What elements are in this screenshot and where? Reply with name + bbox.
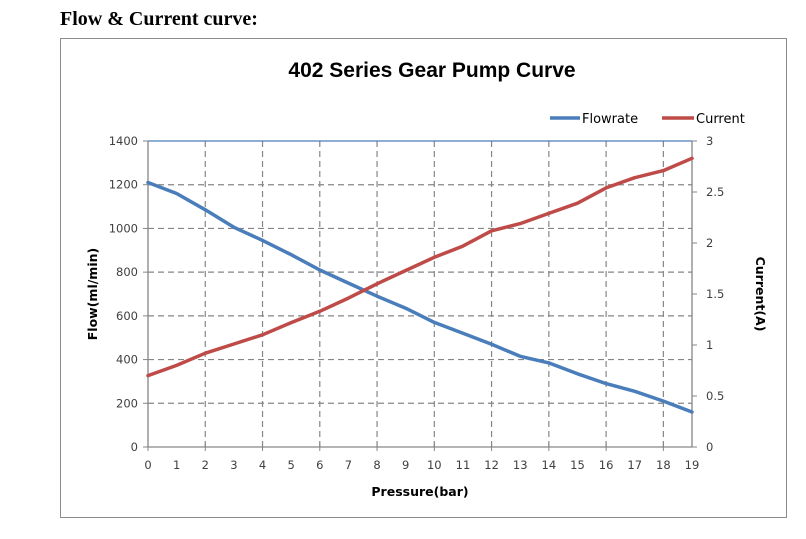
x-tick-label: 12 xyxy=(484,458,499,472)
x-tick-label: 11 xyxy=(456,458,471,472)
y-tick-label: 200 xyxy=(116,396,138,410)
y2-tick-label: 1.5 xyxy=(706,287,724,301)
x-tick-label: 19 xyxy=(685,458,700,472)
section-heading: Flow & Current curve: xyxy=(60,8,258,30)
x-axis-label: Pressure(bar) xyxy=(371,484,468,499)
x-tick-label: 6 xyxy=(316,458,323,472)
y2-tick-label: 3 xyxy=(706,134,713,148)
x-tick-label: 4 xyxy=(259,458,266,472)
legend-label-flowrate: Flowrate xyxy=(582,112,638,127)
x-tick-label: 10 xyxy=(427,458,442,472)
y-tick-label: 1000 xyxy=(109,221,138,235)
chart-title: 402 Series Gear Pump Curve xyxy=(288,59,575,82)
x-tick-label: 1 xyxy=(173,458,180,472)
x-tick-label: 9 xyxy=(402,458,409,472)
x-tick-label: 13 xyxy=(513,458,528,472)
x-tick-label: 14 xyxy=(542,458,557,472)
x-tick-label: 2 xyxy=(202,458,209,472)
y-tick-label: 0 xyxy=(131,440,138,454)
series-lines xyxy=(146,156,694,414)
x-tick-label: 15 xyxy=(570,458,585,472)
x-tick-label: 3 xyxy=(230,458,237,472)
y2-tick-label: 1 xyxy=(706,338,713,352)
x-tick-label: 7 xyxy=(345,458,352,472)
y2-axis-label: Current(A) xyxy=(753,257,768,332)
y-axis-label: Flow(ml/min) xyxy=(85,248,100,340)
y-tick-label: 800 xyxy=(116,265,138,279)
x-tick-label: 18 xyxy=(656,458,671,472)
legend: Flowrate Current xyxy=(550,112,745,127)
x-tick-label: 5 xyxy=(287,458,294,472)
y-tick-label: 1200 xyxy=(109,178,138,192)
y-tick-label: 1400 xyxy=(109,134,138,148)
y-tick-label: 400 xyxy=(116,353,138,367)
series-line-current xyxy=(146,156,694,378)
y2-tick-label: 2 xyxy=(706,236,713,250)
legend-label-current: Current xyxy=(696,112,745,127)
x-tick-label: 8 xyxy=(373,458,380,472)
y-tick-label: 600 xyxy=(116,309,138,323)
x-tick-label: 16 xyxy=(599,458,614,472)
axes xyxy=(143,140,697,451)
y2-tick-label: 0.5 xyxy=(706,389,724,403)
series-line-flowrate xyxy=(146,180,694,414)
x-tick-label: 0 xyxy=(144,458,151,472)
y2-tick-label: 2.5 xyxy=(706,185,724,199)
x-tick-label: 17 xyxy=(627,458,642,472)
y2-tick-label: 0 xyxy=(706,440,713,454)
